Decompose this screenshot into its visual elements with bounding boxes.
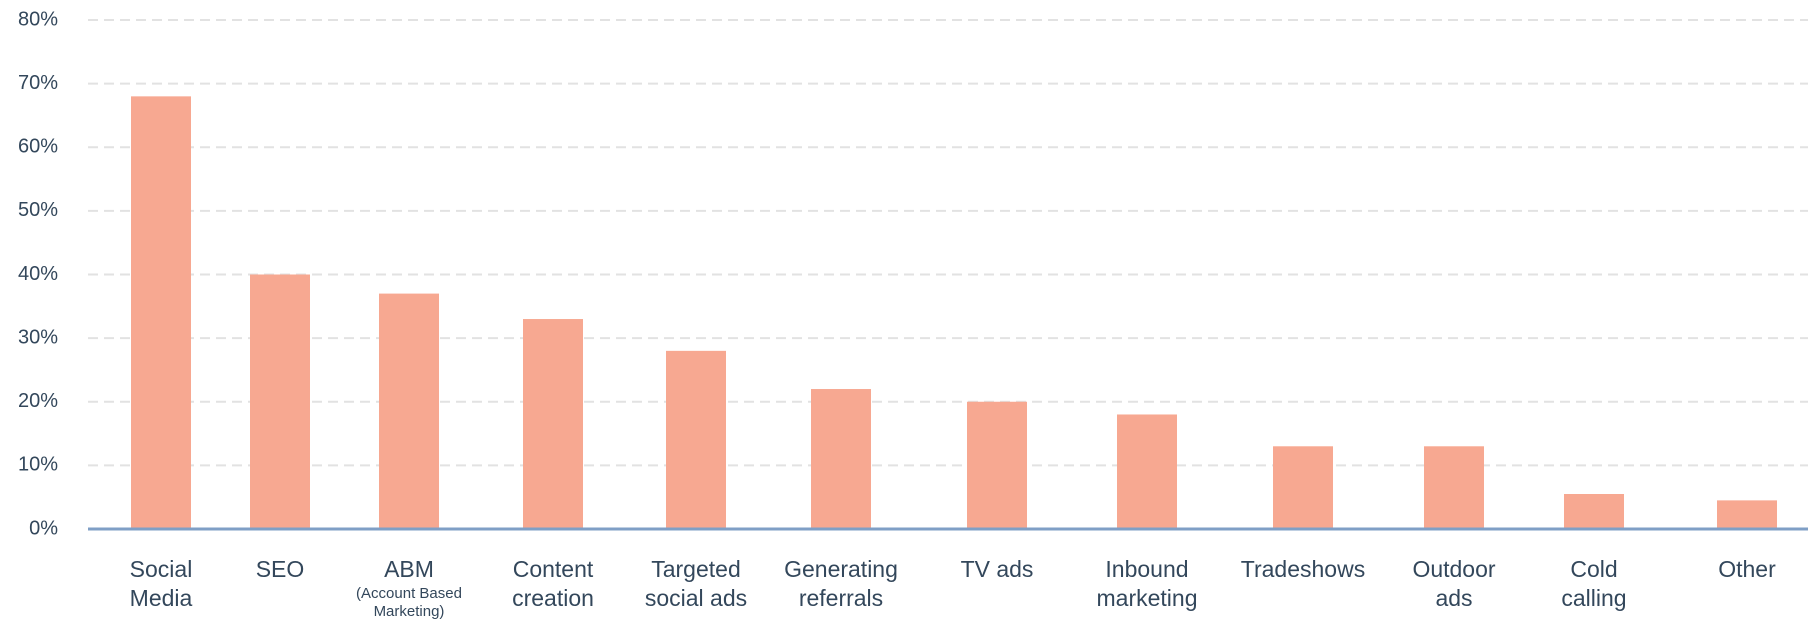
x-tick-label: Cold calling: [1561, 556, 1627, 611]
y-tick-label: 20%: [18, 390, 58, 412]
bar: [811, 389, 871, 529]
x-tick-label: Other: [1718, 556, 1776, 582]
bar: [1424, 446, 1484, 529]
bar: [523, 319, 583, 529]
x-tick-label: Tradeshows: [1240, 556, 1366, 582]
y-tick-label: 80%: [18, 8, 58, 30]
x-tick-label: Content creation: [512, 556, 594, 611]
y-tick-label: 50%: [18, 199, 58, 221]
y-tick-label: 10%: [18, 454, 58, 476]
y-tick-label: 0%: [29, 517, 58, 539]
bar: [379, 293, 439, 529]
bar: [1717, 500, 1777, 529]
y-tick-label: 60%: [18, 136, 58, 158]
x-tick-label: TV ads: [960, 556, 1034, 582]
x-tick-label: Social Media: [129, 556, 193, 611]
y-tick-label: 40%: [18, 263, 58, 285]
y-tick-label: 30%: [18, 326, 58, 348]
bar: [1117, 414, 1177, 529]
bar: [1564, 494, 1624, 529]
bar: [967, 401, 1027, 529]
x-tick-label: ABM: [384, 556, 434, 582]
x-tick-label: Outdoor ads: [1412, 556, 1496, 611]
bar: [131, 96, 191, 529]
x-tick-label: Generating referrals: [784, 556, 898, 611]
annotation: (Account Based Marketing): [356, 585, 462, 620]
x-tick-label: SEO: [255, 556, 305, 582]
bar: [666, 350, 726, 529]
y-tick-label: 70%: [18, 72, 58, 94]
bar: [1273, 446, 1333, 529]
bar: [250, 274, 310, 529]
x-tick-label: Targeted social ads: [644, 556, 748, 611]
x-tick-label: Inbound marketing: [1096, 556, 1198, 611]
